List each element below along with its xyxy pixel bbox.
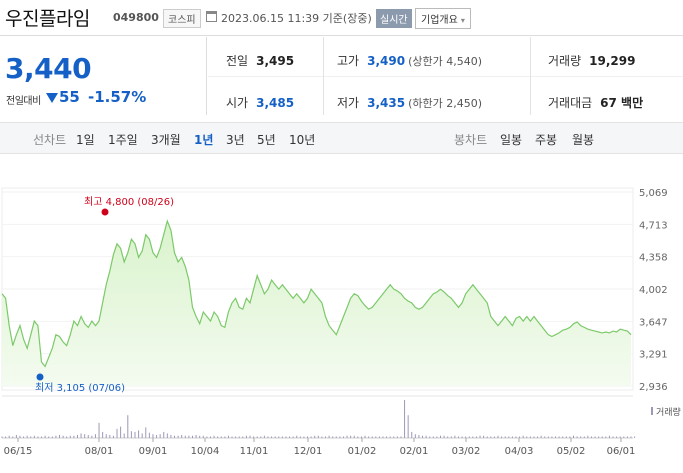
change-label: 전일대비	[6, 96, 41, 107]
tab-candle-daily[interactable]: 일봉	[500, 133, 523, 147]
stat-amount: 거래대금 67 백만	[548, 94, 643, 111]
stats-column-divider	[530, 37, 531, 115]
chart-period-tabs: 선차트 1일 1주일 3개월 1년 3년 5년 10년 봉차트 일봉 주봉 월봉	[0, 122, 683, 154]
stat-value: 3,485	[256, 96, 295, 110]
stat-value: 3,490	[367, 54, 406, 68]
price-chart-svg: 5,069 4,713 4,358 4,002 3,647 3,291 2,936 최고 4,…	[1, 187, 681, 457]
x-tick-label: 10/04	[191, 446, 220, 457]
tab-period-1w[interactable]: 1주일	[108, 133, 138, 147]
x-tick-label: 09/01	[139, 446, 168, 457]
x-tick-label: 05/02	[557, 446, 586, 457]
x-tick-label: 03/02	[452, 446, 481, 457]
stats-column-divider	[323, 37, 324, 115]
tab-candle-monthly[interactable]: 월봉	[572, 133, 595, 147]
tab-period-1y[interactable]: 1년	[194, 133, 214, 147]
current-price-panel: 3,440 전일대비 55 -1.57%	[0, 37, 207, 115]
price-chart: 5,069 4,713 4,358 4,002 3,647 3,291 2,936 최고 4,…	[0, 158, 683, 473]
chevron-down-icon: ▾	[460, 16, 465, 25]
quote-datetime: 2023.06.15 11:39 기준(장중)	[221, 12, 372, 25]
calendar-icon	[206, 11, 217, 22]
x-tick-label: 06/15	[4, 446, 33, 457]
max-marker	[101, 208, 109, 216]
upper-limit: (상한가 4,540)	[408, 55, 482, 68]
stat-label: 시가	[226, 96, 249, 110]
y-tick-label: 4,002	[639, 285, 668, 296]
change-value: 55	[59, 88, 80, 106]
stat-value: 3,435	[367, 96, 406, 110]
volume-legend: 거래량	[656, 406, 681, 418]
tab-period-3m[interactable]: 3개월	[151, 133, 181, 147]
market-badge: 코스피	[163, 9, 201, 28]
volume-legend-swatch	[651, 407, 653, 415]
stat-label: 저가	[337, 96, 360, 110]
tab-candle-weekly[interactable]: 주봉	[535, 133, 558, 147]
max-label: 최고 4,800 (08/26)	[84, 196, 174, 208]
tab-candle-chart[interactable]: 봉차트	[454, 133, 488, 147]
y-tick-label: 5,069	[639, 188, 668, 199]
stat-prev-close: 전일 3,495	[226, 52, 294, 69]
stat-volume: 거래량 19,299	[548, 52, 635, 69]
stat-label: 거래대금	[548, 96, 593, 110]
stat-label: 고가	[337, 54, 360, 68]
x-tick-label: 06/01	[607, 446, 636, 457]
tab-period-1d[interactable]: 1일	[76, 133, 95, 147]
stat-open: 시가 3,485	[226, 94, 294, 111]
x-tick-label: 01/02	[348, 446, 377, 457]
stat-low: 저가 3,435 (하한가 2,450)	[337, 94, 482, 111]
y-tick-label: 3,647	[639, 317, 668, 328]
x-tick-label: 02/01	[400, 446, 429, 457]
company-info-label: 기업개요	[421, 15, 458, 26]
stat-high: 고가 3,490 (상한가 4,540)	[337, 52, 482, 69]
y-tick-label: 2,936	[639, 382, 668, 393]
tab-period-5y[interactable]: 5년	[257, 133, 276, 147]
min-label: 최저 3,105 (07/06)	[35, 382, 125, 394]
stat-value: 67 백만	[600, 96, 644, 110]
lower-limit: (하한가 2,450)	[408, 97, 482, 110]
change-rate: -1.57%	[88, 88, 147, 106]
x-tick-label: 04/03	[505, 446, 534, 457]
tab-period-3y[interactable]: 3년	[226, 133, 245, 147]
stock-header: 우진플라임 049800 코스피 2023.06.15 11:39 기준(장중)…	[0, 0, 683, 36]
x-tick-label: 12/01	[294, 446, 323, 457]
tab-line-chart[interactable]: 선차트	[33, 133, 67, 147]
price-line	[1, 219, 632, 368]
stats-divider	[208, 76, 683, 77]
realtime-badge[interactable]: 실시간	[376, 9, 412, 28]
down-triangle-icon	[46, 93, 58, 103]
stat-label: 전일	[226, 54, 249, 68]
min-marker	[36, 373, 44, 381]
x-tick-label: 08/01	[85, 446, 114, 457]
tab-period-10y[interactable]: 10년	[289, 133, 316, 147]
stat-value: 19,299	[589, 54, 636, 68]
x-tick-label: 11/01	[240, 446, 269, 457]
price-area	[2, 221, 631, 386]
stat-value: 3,495	[256, 54, 295, 68]
stock-name: 우진플라임	[5, 8, 90, 30]
y-tick-label: 4,358	[639, 253, 668, 264]
y-tick-label: 3,291	[639, 350, 668, 361]
stat-label: 거래량	[548, 54, 582, 68]
stock-code: 049800	[113, 11, 159, 24]
y-tick-label: 4,713	[639, 220, 668, 231]
company-info-button[interactable]: 기업개요 ▾	[415, 8, 471, 29]
current-price: 3,440	[5, 52, 92, 85]
